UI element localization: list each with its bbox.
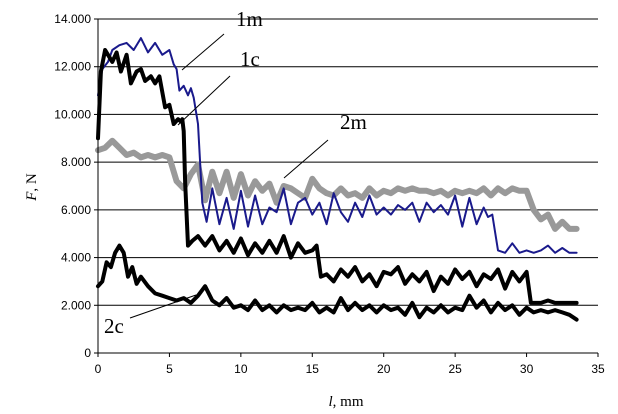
callout-leader-1c bbox=[177, 75, 231, 126]
callout-leader-1m bbox=[181, 33, 225, 71]
y-tick-label: 2.000 bbox=[61, 298, 91, 312]
y-tick-label: 4.000 bbox=[61, 251, 91, 265]
y-tick-label: 10.000 bbox=[54, 107, 91, 121]
series-label-1m: 1m bbox=[236, 7, 263, 31]
axes bbox=[94, 18, 599, 357]
series-label-1c: 1c bbox=[240, 47, 260, 71]
y-tick-label: 0 bbox=[84, 346, 91, 360]
series-callouts: 1m 1c 2m 2c bbox=[104, 7, 367, 338]
grid-lines bbox=[98, 18, 598, 306]
series-line-1m bbox=[97, 37, 578, 254]
x-tick-label: 20 bbox=[377, 362, 391, 376]
y-tick-label: 12.000 bbox=[54, 60, 91, 74]
series-label-2m: 2m bbox=[340, 110, 367, 134]
series-line-2m bbox=[95, 137, 580, 232]
y-tick-label: 8.000 bbox=[61, 155, 91, 169]
series-line-1c bbox=[96, 48, 579, 305]
series-lines bbox=[95, 37, 580, 322]
x-axis-title: l, mm bbox=[328, 394, 363, 410]
y-tick-label: 14.000 bbox=[54, 12, 91, 26]
x-tick-label: 25 bbox=[448, 362, 462, 376]
series-line-2c bbox=[96, 243, 579, 322]
x-tick-label: 35 bbox=[591, 362, 605, 376]
x-tick-label: 30 bbox=[520, 362, 534, 376]
y-tick-label: 6.000 bbox=[61, 203, 91, 217]
tick-labels: 0 2.000 4.000 6.000 8.000 10.000 12.000 14.000 0… bbox=[54, 12, 605, 376]
series-label-2c: 2c bbox=[104, 314, 124, 338]
callout-leader-2m bbox=[283, 139, 329, 179]
x-tick-label: 10 bbox=[234, 362, 248, 376]
x-tick-label: 5 bbox=[166, 362, 173, 376]
callout-leader-2c bbox=[129, 294, 197, 319]
x-tick-label: 0 bbox=[95, 362, 102, 376]
y-axis-title: F, N bbox=[24, 173, 40, 202]
x-tick-label: 15 bbox=[306, 362, 320, 376]
